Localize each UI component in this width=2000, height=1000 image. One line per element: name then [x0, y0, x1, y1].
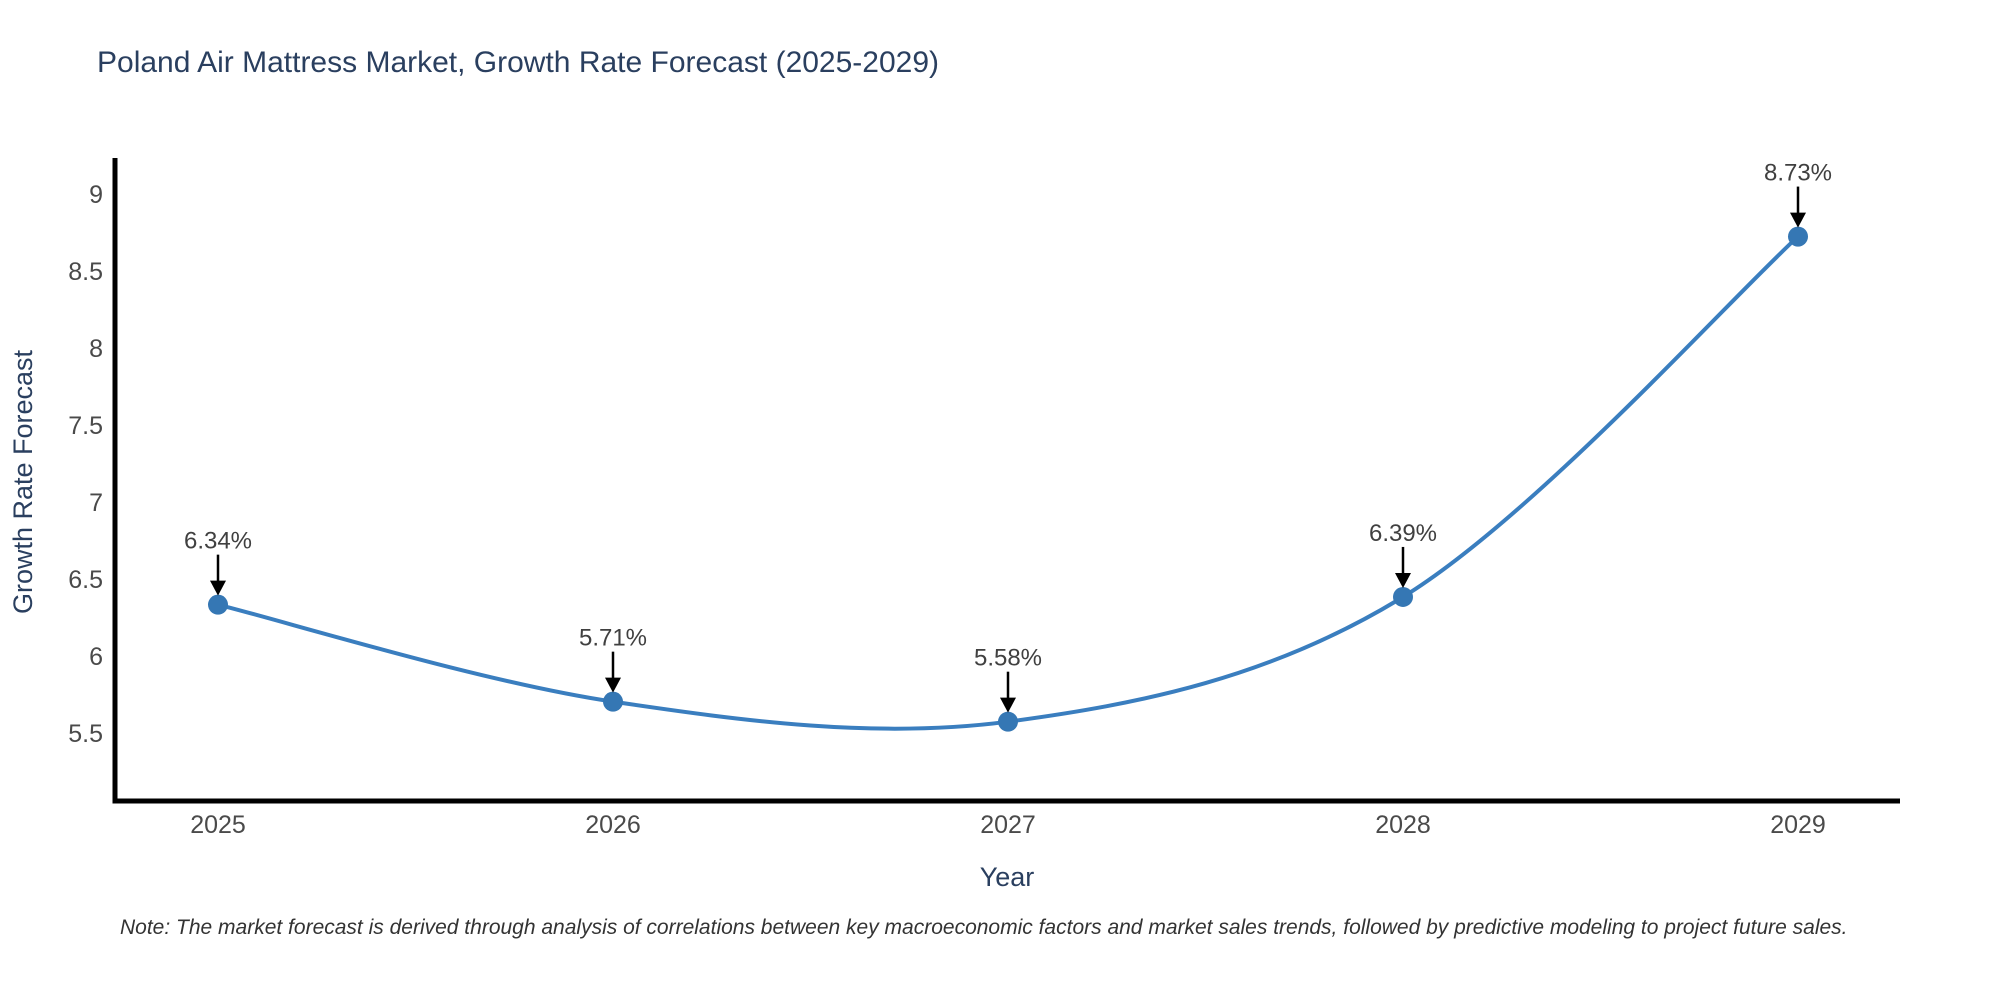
- annotation-label: 6.34%: [184, 528, 252, 555]
- x-axis-title: Year: [980, 862, 1035, 892]
- x-tick-label: 2029: [1770, 811, 1826, 839]
- y-tick-label: 6.5: [68, 566, 103, 594]
- y-tick-label: 8.5: [68, 258, 103, 286]
- annotation-arrowhead-icon: [210, 580, 226, 596]
- y-axis-title: Growth Rate Forecast: [8, 349, 38, 614]
- annotation-label: 5.58%: [974, 645, 1042, 672]
- y-tick-label: 6: [89, 643, 103, 671]
- y-tick-label: 9: [89, 181, 103, 209]
- y-tick-label: 7: [89, 489, 103, 517]
- x-tick-label: 2027: [980, 811, 1036, 839]
- annotation-label: 5.71%: [579, 625, 647, 652]
- annotation-label: 8.73%: [1764, 160, 1832, 187]
- y-tick-label: 8: [89, 335, 103, 363]
- data-point-2026: [603, 691, 623, 712]
- footnote: Note: The market forecast is derived thr…: [120, 916, 1848, 939]
- annotation-arrowhead-icon: [1000, 697, 1016, 713]
- chart-title: Poland Air Mattress Market, Growth Rate …: [97, 46, 940, 79]
- y-tick-label: 7.5: [68, 412, 103, 440]
- data-point-2028: [1393, 586, 1413, 607]
- annotation-label: 6.39%: [1369, 520, 1437, 547]
- data-point-2029: [1788, 226, 1808, 247]
- y-tick-label: 5.5: [68, 720, 103, 748]
- data-point-2025: [208, 594, 228, 615]
- annotation-arrowhead-icon: [1790, 212, 1806, 228]
- x-tick-label: 2026: [585, 811, 641, 839]
- x-tick-label: 2028: [1375, 811, 1431, 839]
- annotation-arrowhead-icon: [1395, 572, 1411, 588]
- annotation-arrowhead-icon: [605, 677, 621, 693]
- series-line: [216, 234, 1800, 731]
- x-tick-label: 2025: [190, 811, 246, 839]
- data-point-2027: [998, 711, 1018, 732]
